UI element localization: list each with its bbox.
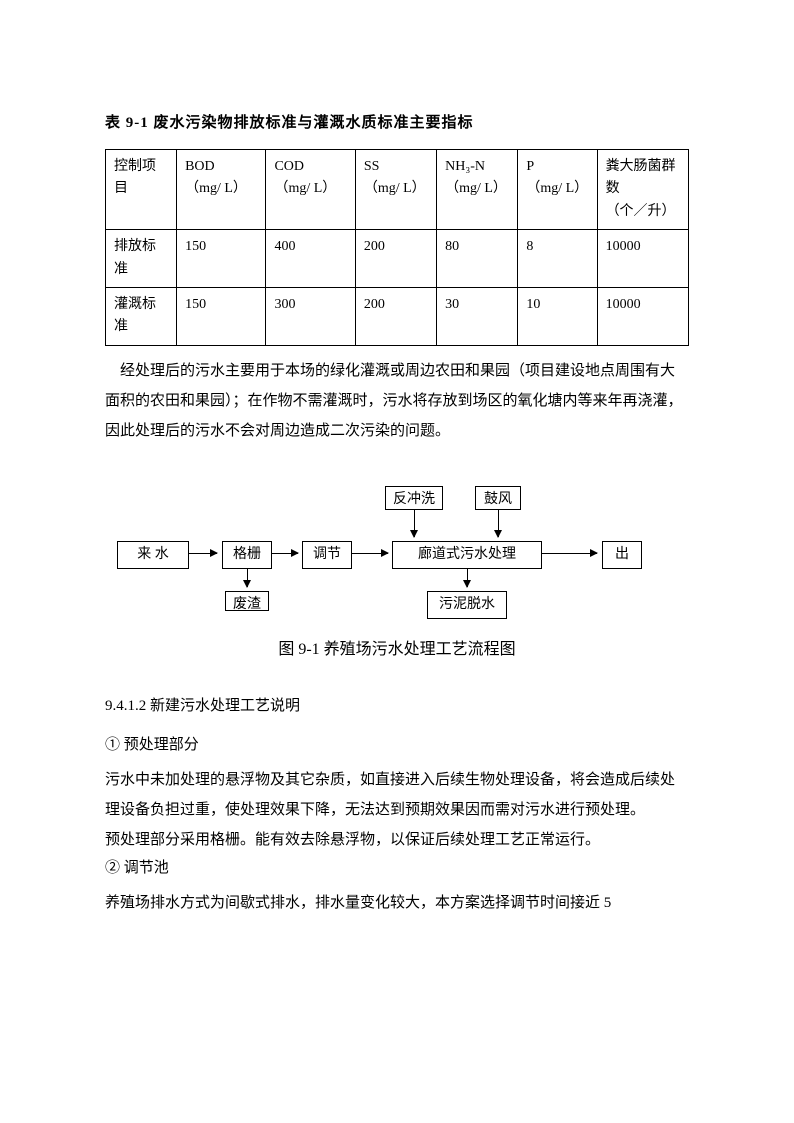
row-label: 灌溉标准: [106, 287, 177, 345]
header-cell: COD （mg/ L）: [266, 150, 355, 230]
section-heading: 9.4.1.2 新建污水处理工艺说明: [105, 693, 689, 720]
table-cell: 200: [355, 287, 436, 345]
figure-caption: 图 9-1 养殖场污水处理工艺流程图: [105, 636, 689, 665]
table-header-row: 控制项目 BOD （mg/ L） COD （mg/ L） SS （mg/ L） …: [106, 150, 689, 230]
header-cell: P （mg/ L）: [518, 150, 597, 230]
table-cell: 150: [177, 287, 266, 345]
table-cell: 10: [518, 287, 597, 345]
body-paragraph: 养殖场排水方式为间歇式排水，排水量变化较大，本方案选择调节时间接近 5: [105, 888, 689, 918]
flow-box-treatment: 廊道式污水处理: [392, 541, 542, 569]
flow-box-adjust: 调节: [302, 541, 352, 569]
table-row: 排放标准 150 400 200 80 8 10000: [106, 230, 689, 288]
arrow-icon: [414, 510, 415, 537]
arrow-icon: [498, 510, 499, 537]
subsection-heading: ① 预处理部分: [105, 732, 689, 759]
table-cell: 10000: [597, 230, 688, 288]
subsection-heading: ② 调节池: [105, 855, 689, 882]
flow-box-grid: 格栅: [222, 541, 272, 569]
table-cell: 300: [266, 287, 355, 345]
flow-box-residue: 废渣: [225, 591, 269, 611]
flowchart-diagram: 反冲洗 鼓风 来 水 格栅 调节 廊道式污水处理 出 废渣 污泥脱水: [117, 486, 677, 616]
table-cell: 8: [518, 230, 597, 288]
header-cell: NH₃-N （mg/ L）: [437, 150, 518, 230]
flow-box-outlet: 出: [602, 541, 642, 569]
row-label: 排放标准: [106, 230, 177, 288]
arrow-icon: [352, 553, 388, 554]
flow-box-backwash: 反冲洗: [385, 486, 443, 510]
header-cell: BOD （mg/ L）: [177, 150, 266, 230]
table-row: 灌溉标准 150 300 200 30 10 10000: [106, 287, 689, 345]
body-paragraph: 预处理部分采用格栅。能有效去除悬浮物，以保证后续处理工艺正常运行。: [105, 825, 689, 855]
flow-box-blower: 鼓风: [475, 486, 521, 510]
standards-table: 控制项目 BOD （mg/ L） COD （mg/ L） SS （mg/ L） …: [105, 149, 689, 346]
body-paragraph: 污水中未加处理的悬浮物及其它杂质，如直接进入后续生物处理设备，将会造成后续处理设…: [105, 765, 689, 825]
paragraph-text: 经处理后的污水主要用于本场的绿化灌溉或周边农田和果园（项目建设地点周围有大面积的…: [105, 356, 689, 446]
table-cell: 30: [437, 287, 518, 345]
arrow-icon: [247, 568, 248, 587]
table-cell: 150: [177, 230, 266, 288]
flow-box-inlet: 来 水: [117, 541, 189, 569]
flow-box-sludge: 污泥脱水: [427, 591, 507, 619]
table-cell: 10000: [597, 287, 688, 345]
header-cell: 粪大肠菌群数 （个／升）: [597, 150, 688, 230]
arrow-icon: [189, 553, 217, 554]
header-cell: 控制项目: [106, 150, 177, 230]
table-cell: 200: [355, 230, 436, 288]
table-cell: 400: [266, 230, 355, 288]
arrow-icon: [467, 568, 468, 587]
table-cell: 80: [437, 230, 518, 288]
arrow-icon: [272, 553, 298, 554]
header-cell: SS （mg/ L）: [355, 150, 436, 230]
table-title: 表 9-1 废水污染物排放标准与灌溉水质标准主要指标: [105, 110, 689, 137]
arrow-icon: [542, 553, 597, 554]
